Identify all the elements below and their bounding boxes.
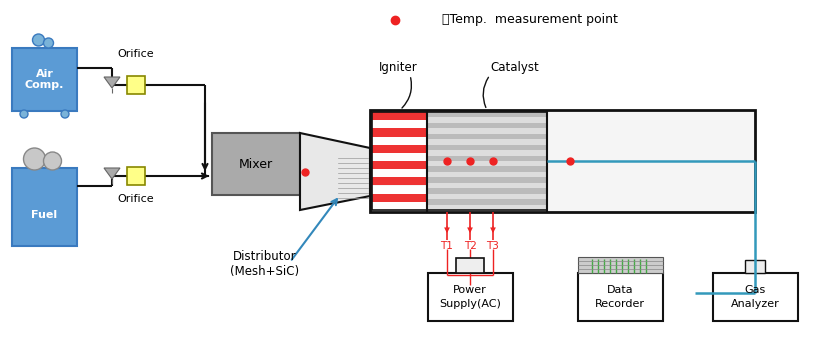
FancyBboxPatch shape [578,257,662,273]
Text: Mixer: Mixer [239,158,273,171]
Text: T3: T3 [487,241,499,251]
Text: Orifice: Orifice [118,49,155,59]
Text: Recorder: Recorder [595,299,645,309]
FancyBboxPatch shape [372,185,427,194]
Text: Supply(AC): Supply(AC) [439,299,501,309]
FancyBboxPatch shape [427,172,547,178]
Text: Orifice: Orifice [118,194,155,204]
FancyBboxPatch shape [427,112,547,117]
FancyBboxPatch shape [372,194,427,202]
FancyBboxPatch shape [427,205,547,210]
FancyBboxPatch shape [12,48,77,111]
FancyBboxPatch shape [372,202,427,210]
FancyBboxPatch shape [427,150,547,155]
Text: Air
Comp.: Air Comp. [25,69,64,90]
FancyBboxPatch shape [427,194,547,199]
FancyBboxPatch shape [372,145,427,153]
FancyBboxPatch shape [372,169,427,178]
FancyBboxPatch shape [427,161,547,166]
Text: Power: Power [453,285,487,295]
FancyBboxPatch shape [427,155,547,161]
Text: Data: Data [607,285,634,295]
Circle shape [20,110,28,118]
Circle shape [61,110,69,118]
Polygon shape [104,168,120,179]
FancyBboxPatch shape [578,273,662,321]
FancyBboxPatch shape [372,178,427,185]
Text: Fuel: Fuel [32,210,58,220]
Text: Distributor
(Mesh+SiC): Distributor (Mesh+SiC) [231,250,299,278]
FancyBboxPatch shape [427,178,547,183]
Polygon shape [300,133,370,210]
FancyBboxPatch shape [372,161,427,169]
FancyBboxPatch shape [12,168,77,246]
FancyBboxPatch shape [127,76,145,94]
FancyBboxPatch shape [372,112,427,120]
FancyBboxPatch shape [427,134,547,139]
FancyBboxPatch shape [427,166,547,172]
FancyBboxPatch shape [456,258,484,273]
FancyBboxPatch shape [372,137,427,145]
FancyBboxPatch shape [427,199,547,205]
Text: T1: T1 [441,241,453,251]
FancyBboxPatch shape [745,260,765,273]
Text: Igniter: Igniter [380,61,418,74]
Text: Catalyst: Catalyst [490,61,538,74]
FancyBboxPatch shape [427,123,547,128]
Circle shape [23,148,45,170]
Text: T2: T2 [464,241,477,251]
Polygon shape [104,77,120,88]
Circle shape [43,152,62,170]
FancyBboxPatch shape [372,120,427,128]
Text: Analyzer: Analyzer [731,299,779,309]
FancyBboxPatch shape [427,139,547,145]
FancyBboxPatch shape [427,117,547,123]
FancyBboxPatch shape [127,167,145,185]
FancyBboxPatch shape [370,110,755,212]
FancyBboxPatch shape [372,153,427,161]
FancyBboxPatch shape [372,128,427,137]
Circle shape [33,34,44,46]
Circle shape [43,38,54,48]
Text: Gas: Gas [744,285,766,295]
Text: ：Temp.  measurement point: ：Temp. measurement point [442,13,618,26]
FancyBboxPatch shape [712,273,798,321]
FancyBboxPatch shape [427,273,512,321]
FancyBboxPatch shape [427,145,547,150]
FancyBboxPatch shape [212,133,300,195]
FancyBboxPatch shape [427,128,547,134]
FancyBboxPatch shape [427,188,547,194]
FancyBboxPatch shape [427,183,547,188]
